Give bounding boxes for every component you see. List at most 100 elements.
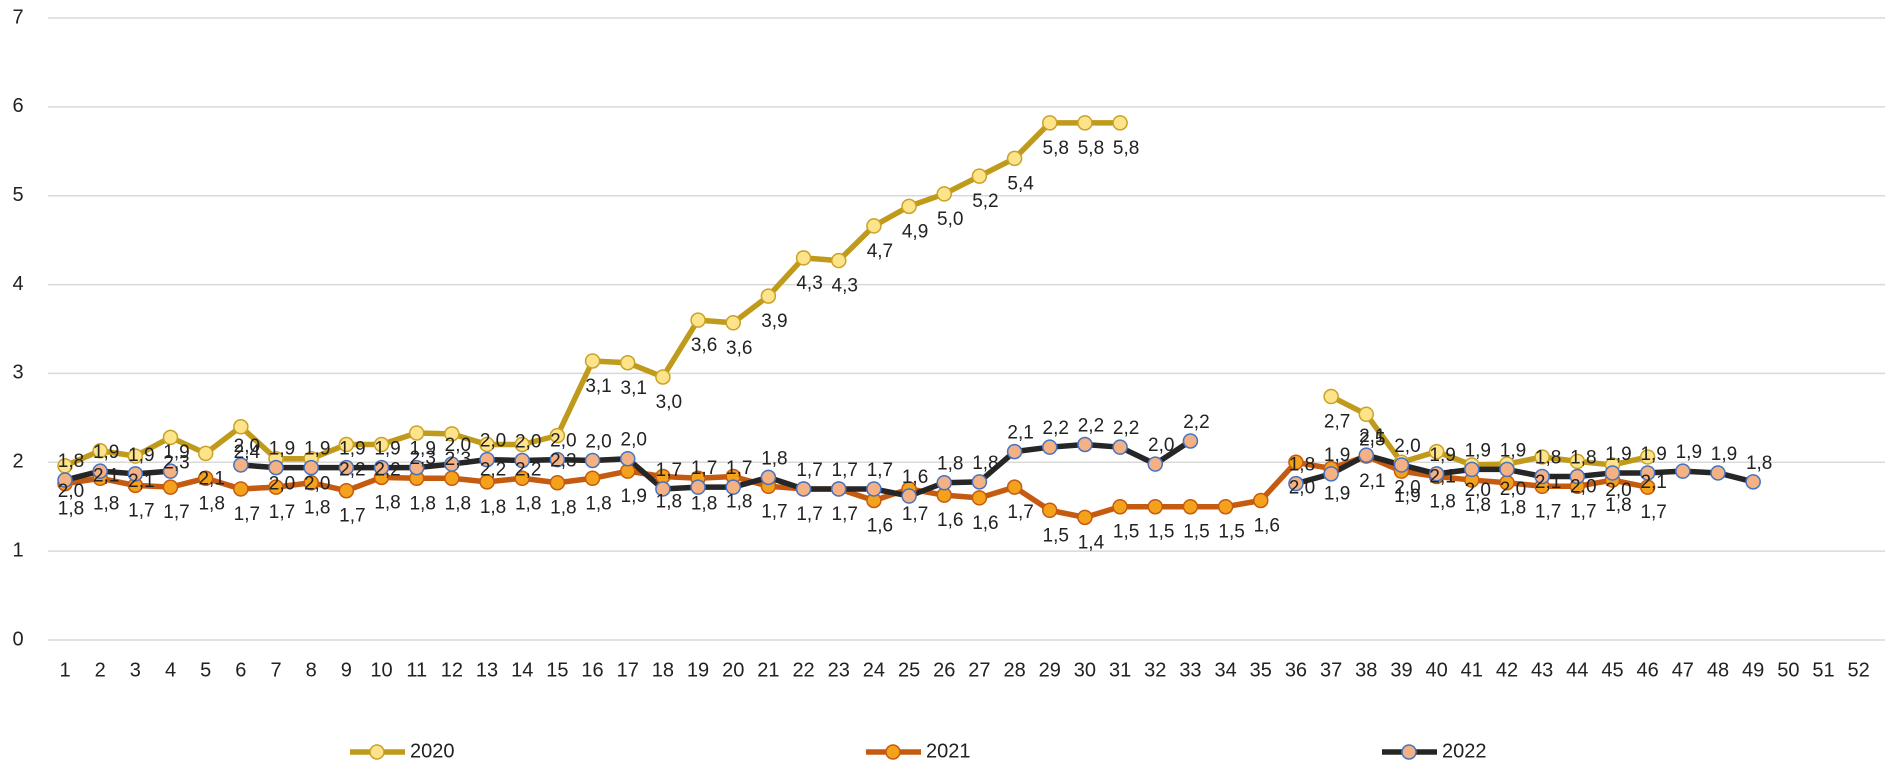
data-point (1393, 457, 1410, 473)
data-label: 2,3 (445, 449, 471, 470)
data-label: 2,2 (1043, 418, 1069, 439)
data-point (584, 452, 601, 469)
data-point (795, 481, 812, 497)
data-label: 1,9 (339, 439, 365, 460)
data-point (1077, 436, 1093, 453)
data-label: 2,1 (1007, 423, 1033, 444)
data-label: 1,8 (93, 493, 119, 514)
data-label: 1,8 (1465, 495, 1491, 516)
data-point (1639, 449, 1656, 465)
data-point (830, 481, 847, 497)
x-tick-label: 23 (828, 659, 850, 681)
data-point (619, 450, 636, 467)
data-label: 1,6 (1254, 516, 1280, 537)
y-tick-label: 4 (12, 273, 23, 295)
data-label: 1,8 (1289, 455, 1315, 476)
data-point (127, 448, 144, 464)
data-point (866, 481, 882, 497)
data-label: 2,2 (374, 460, 400, 481)
data-label: 1,9 (1640, 444, 1666, 465)
x-tick-label: 9 (341, 659, 352, 681)
x-tick-label: 6 (235, 659, 246, 681)
data-label: 2,0 (1570, 476, 1596, 497)
data-label: 1,9 (374, 439, 400, 460)
data-label: 2,2 (1183, 412, 1209, 433)
data-label: 1,9 (621, 486, 647, 507)
data-label: 5,8 (1078, 138, 1104, 159)
data-label: 1,8 (1429, 492, 1455, 513)
data-point (1323, 466, 1339, 482)
legend-marker (885, 744, 901, 760)
data-label: 2,7 (1324, 412, 1350, 433)
data-point (760, 288, 777, 304)
x-tick-label: 28 (1003, 659, 1025, 681)
data-label: 1,8 (58, 499, 84, 520)
y-tick-label: 2 (12, 451, 23, 473)
data-label: 1,8 (445, 493, 471, 514)
data-label: 2,1 (93, 466, 119, 487)
data-label: 1,9 (1676, 442, 1702, 463)
data-point (1499, 461, 1515, 478)
data-label: 2,0 (1605, 480, 1631, 501)
data-point (1042, 439, 1058, 455)
data-label: 1,7 (234, 504, 260, 525)
x-tick-label: 24 (863, 659, 885, 681)
data-label: 1,9 (304, 439, 330, 460)
legend-marker (1401, 744, 1417, 760)
data-label: 1,7 (761, 501, 787, 522)
data-point (92, 442, 108, 459)
data-label: 1,8 (1500, 498, 1526, 519)
data-point (479, 436, 495, 453)
x-tick-label: 38 (1355, 659, 1377, 681)
x-tick-label: 7 (270, 659, 281, 681)
data-point (233, 457, 249, 473)
x-tick-label: 8 (306, 659, 317, 681)
data-point (1042, 502, 1058, 519)
data-label: 1,9 (163, 442, 189, 463)
x-tick-label: 52 (1848, 659, 1870, 681)
data-point (690, 479, 706, 495)
x-tick-label: 12 (441, 659, 463, 681)
data-point (795, 250, 812, 266)
x-tick-label: 20 (722, 659, 744, 681)
data-label: 2,1 (1359, 426, 1385, 447)
x-tick-label: 36 (1285, 659, 1307, 681)
data-point (760, 469, 777, 486)
data-label: 1,7 (656, 460, 682, 481)
data-point (1112, 498, 1128, 515)
data-point (162, 479, 179, 495)
x-tick-label: 15 (546, 659, 568, 681)
data-label: 3,6 (691, 335, 717, 356)
data-label: 1,7 (691, 458, 717, 479)
data-label: 1,5 (1148, 522, 1174, 543)
data-point (373, 459, 390, 476)
y-tick-label: 0 (12, 628, 23, 650)
x-tick-label: 26 (933, 659, 955, 681)
x-tick-label: 13 (476, 659, 498, 681)
data-label: 1,7 (1535, 501, 1561, 522)
data-point (1675, 463, 1691, 479)
data-label: 1,9 (1500, 440, 1526, 461)
data-label: 1,6 (902, 467, 928, 488)
x-tick-label: 16 (581, 659, 603, 681)
data-point (1077, 115, 1093, 131)
data-label: 2,0 (58, 481, 84, 502)
x-tick-label: 41 (1461, 659, 1483, 681)
data-point (1569, 453, 1586, 470)
data-point (268, 479, 284, 495)
x-tick-label: 30 (1074, 659, 1096, 681)
data-point (1639, 465, 1656, 481)
legend-item: 2020 (350, 740, 455, 762)
data-point (1253, 492, 1269, 509)
data-label: 3,1 (585, 376, 611, 397)
data-label: 2,0 (269, 474, 295, 495)
data-label: 1,8 (761, 448, 787, 469)
data-label: 2,0 (1394, 436, 1420, 457)
data-point (619, 355, 636, 371)
data-label: 1,8 (937, 454, 963, 475)
data-label: 2,0 (1500, 479, 1526, 500)
data-point (479, 474, 495, 490)
data-label: 2,1 (1535, 472, 1561, 493)
data-label: 3,1 (621, 378, 647, 399)
x-tick-label: 33 (1179, 659, 1201, 681)
